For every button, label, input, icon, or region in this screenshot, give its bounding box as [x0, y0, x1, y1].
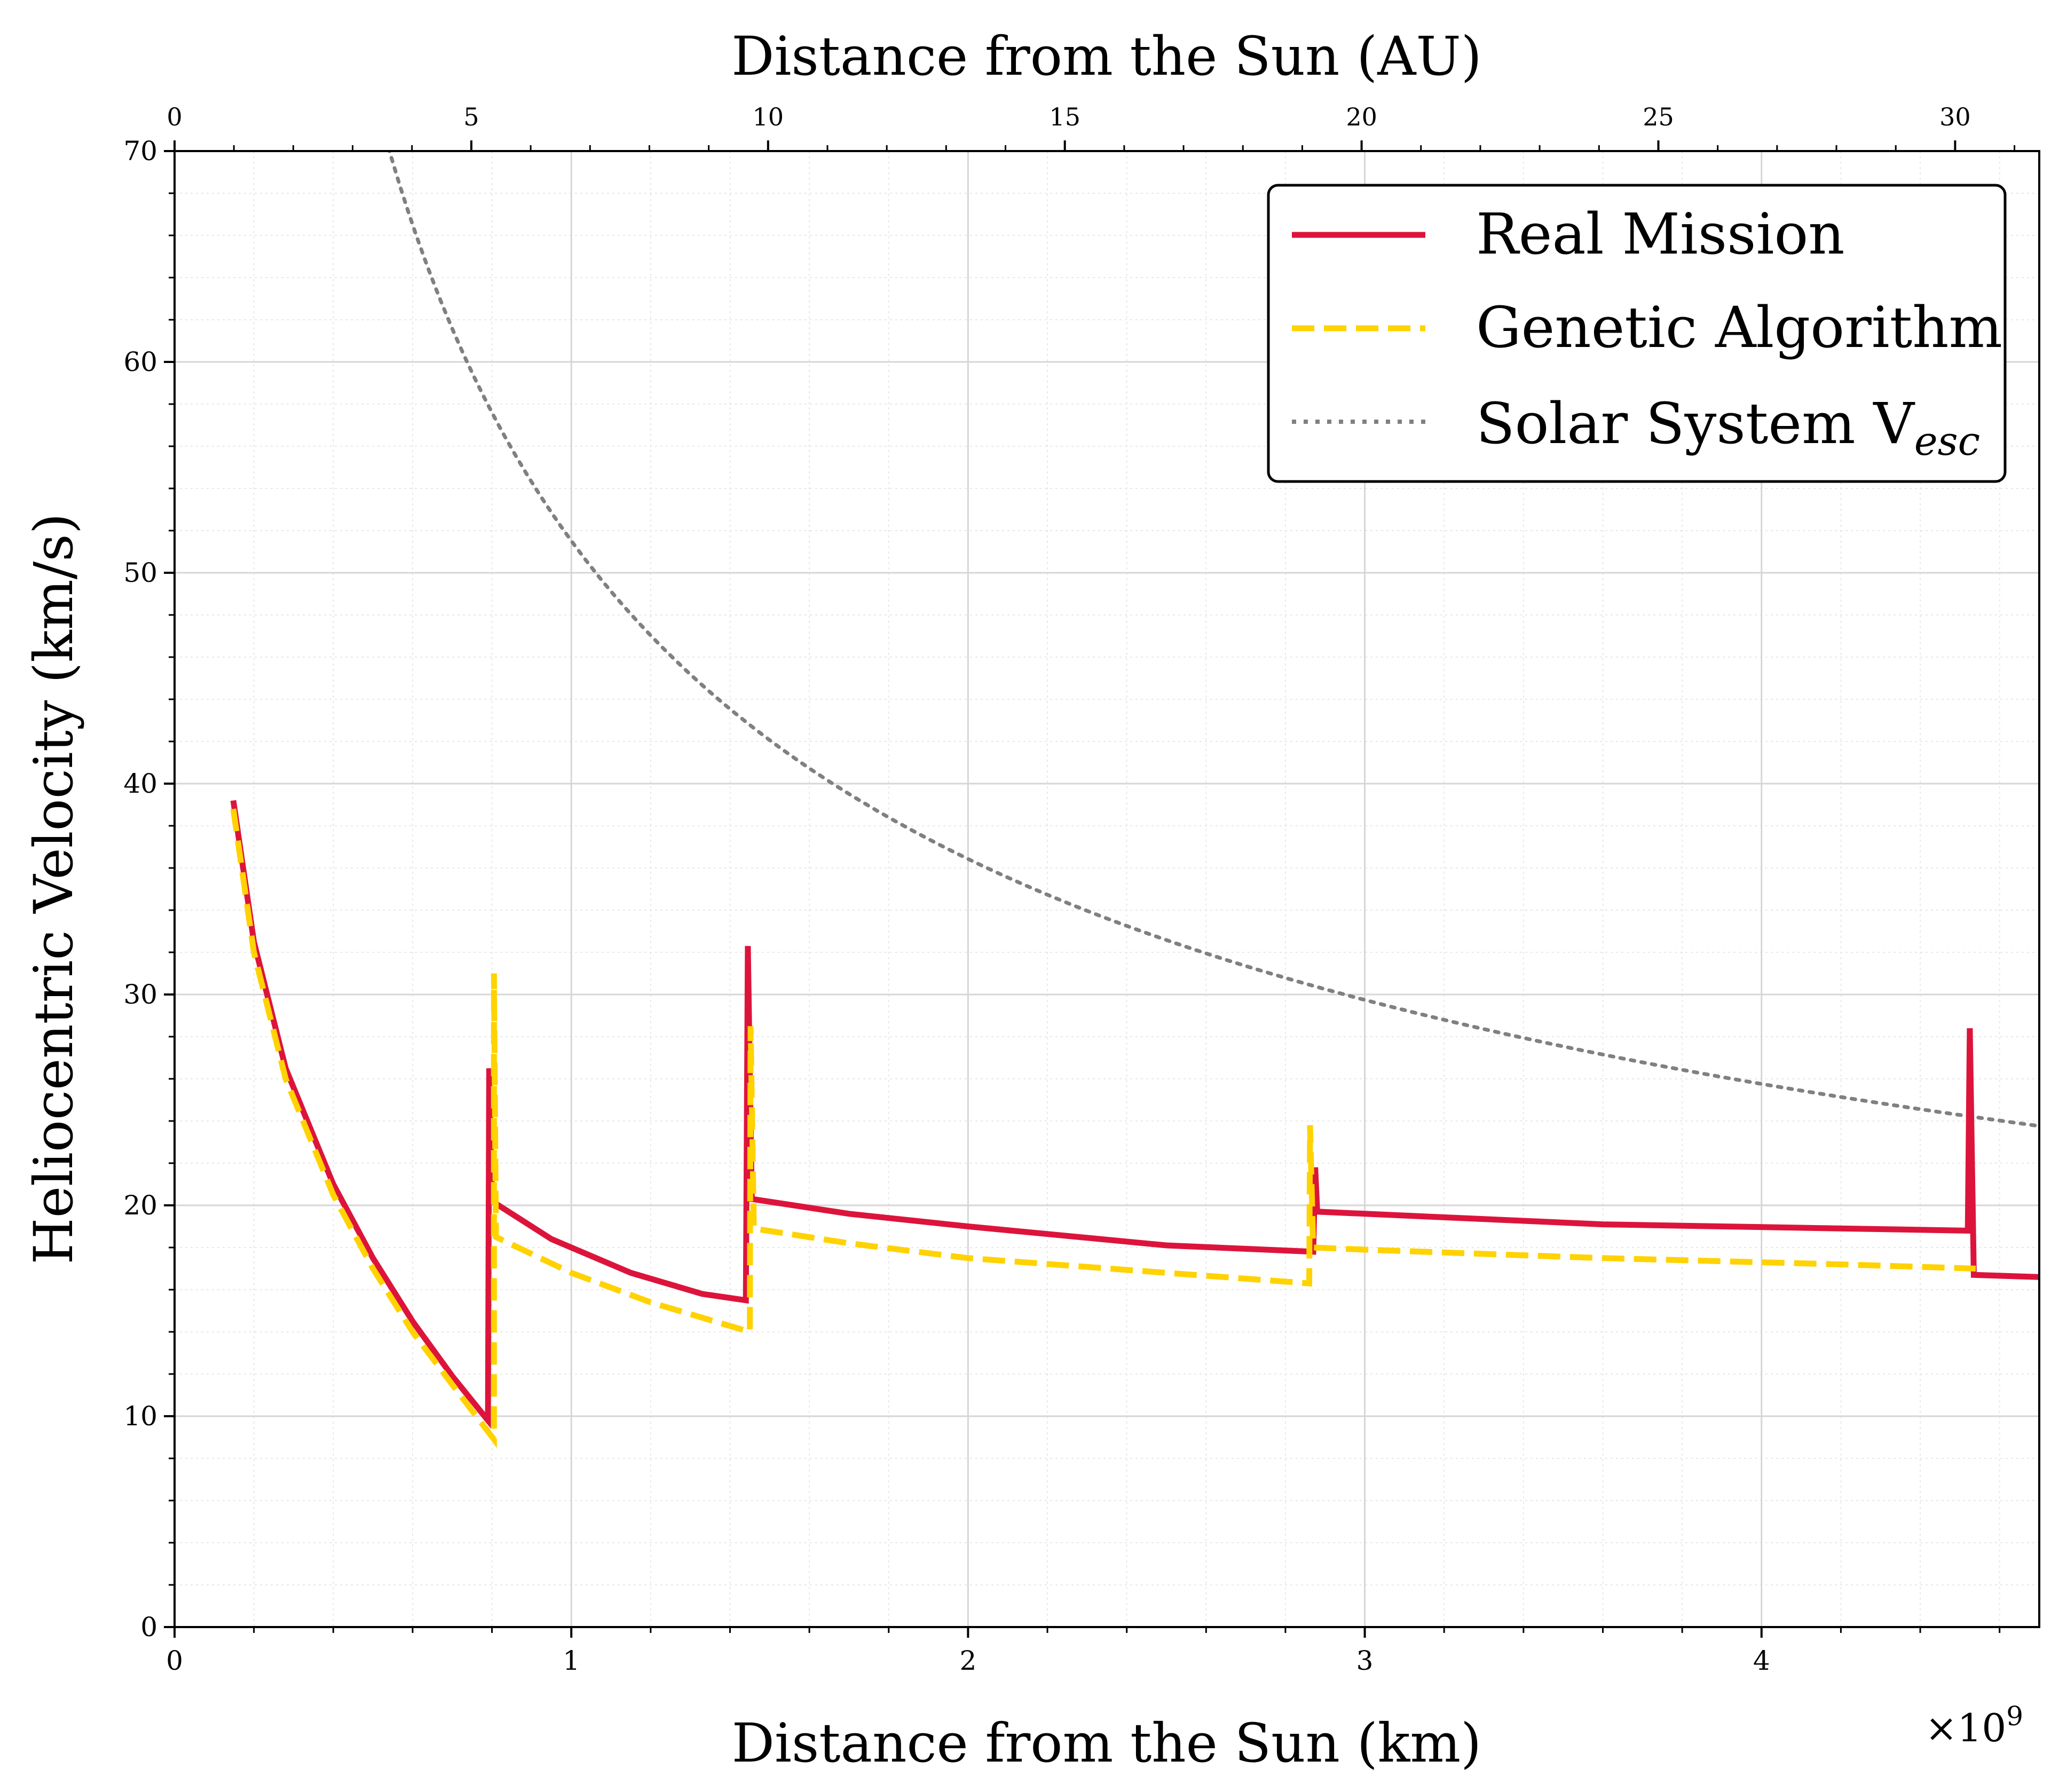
x-axis-title: Distance from the Sun (km) [732, 1712, 1481, 1774]
left-axis-ticks: 0 10 20 30 40 50 60 70 [123, 136, 175, 1643]
x-tick-label: 0 [166, 1645, 183, 1676]
legend-label-real-mission: Real Mission [1476, 201, 1845, 267]
top-tick-label: 5 [463, 102, 479, 131]
top-axis-title: Distance from the Sun (AU) [731, 25, 1481, 88]
legend-box [1267, 184, 2007, 483]
legend-label-genetic-algorithm: Genetic Algorithm [1476, 295, 2002, 360]
legend: Real Mission Genetic Algorithm Solar Sys… [1267, 184, 2007, 483]
minor-grid [175, 151, 2039, 1627]
x-tick-label: 2 [959, 1645, 976, 1676]
top-axis-ticks: 0 5 10 15 20 25 30 [167, 102, 2016, 151]
series-solar-system-vesc [387, 151, 2039, 1128]
x-axis-multiplier: ×109 [1925, 1701, 2023, 1750]
x-tick-label: 1 [563, 1645, 580, 1676]
top-tick-label: 15 [1049, 102, 1080, 131]
y-tick-label: 40 [123, 768, 157, 799]
series-genetic-algorithm [230, 808, 1976, 1448]
x-tick-label: 4 [1753, 1645, 1770, 1676]
top-tick-label: 10 [753, 102, 784, 131]
x-axis-multiplier-exponent: 9 [2006, 1701, 2023, 1732]
top-tick-label: 0 [167, 102, 182, 131]
y-tick-label: 70 [123, 136, 157, 167]
plot-frame [173, 150, 2040, 1628]
y-tick-label: 0 [140, 1612, 157, 1643]
bottom-axis-ticks: 0 1 2 3 4 [166, 1627, 2001, 1676]
y-tick-label: 20 [123, 1190, 157, 1221]
top-tick-label: 30 [1939, 102, 1971, 131]
top-tick-label: 25 [1643, 102, 1674, 131]
legend-label-solar-system-vesc: Solar System Vesc [1476, 391, 1980, 464]
series-layer [230, 151, 2039, 1448]
y-tick-label: 60 [123, 346, 157, 377]
y-tick-label: 50 [123, 557, 157, 588]
y-axis-title: Heliocentric Velocity (km/s) [22, 513, 85, 1264]
y-tick-label: 30 [123, 979, 157, 1010]
x-tick-label: 3 [1356, 1645, 1374, 1676]
legend-label-vesc-subscript: esc [1914, 419, 1980, 464]
y-tick-label: 10 [123, 1401, 157, 1432]
top-tick-label: 20 [1346, 102, 1377, 131]
series-real-mission [230, 800, 2039, 1429]
